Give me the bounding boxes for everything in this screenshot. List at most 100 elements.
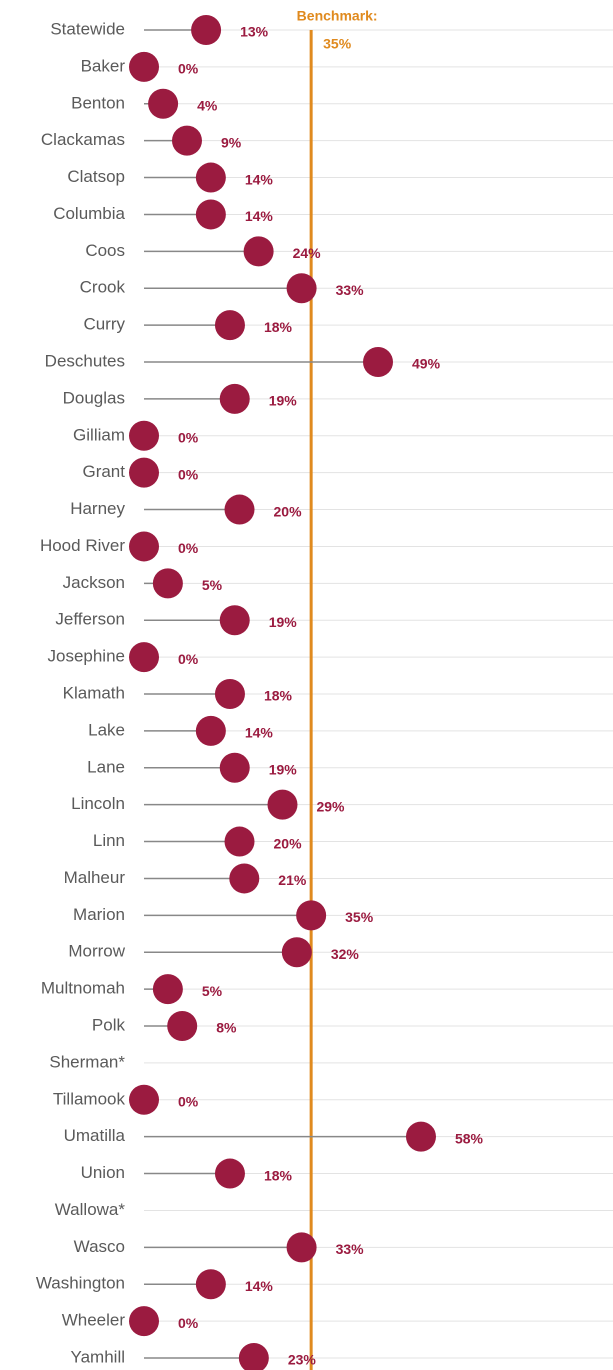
value-label: 0% <box>178 429 199 445</box>
dot <box>219 605 250 636</box>
category-label: Grant <box>82 462 125 481</box>
value-label: 33% <box>336 282 365 298</box>
value-label: 14% <box>245 725 274 741</box>
category-label: Clatsop <box>67 167 125 186</box>
category-label: Malheur <box>64 868 126 887</box>
category-label: Josephine <box>47 647 125 666</box>
value-label: 5% <box>202 983 223 999</box>
value-label: 0% <box>178 651 199 667</box>
category-label: Umatilla <box>64 1126 126 1145</box>
dot <box>243 236 274 267</box>
value-label: 58% <box>455 1130 484 1146</box>
value-label: 9% <box>221 134 242 150</box>
category-label: Lincoln <box>71 794 125 813</box>
dot <box>129 420 159 451</box>
category-label: Hood River <box>40 536 125 555</box>
value-label: 0% <box>178 1093 199 1109</box>
category-label: Morrow <box>68 942 125 961</box>
value-label: 14% <box>245 208 274 224</box>
category-label: Wallowa* <box>55 1200 126 1219</box>
dot <box>167 1011 198 1041</box>
dot <box>195 1269 226 1300</box>
category-label: Douglas <box>63 388 125 407</box>
category-label: Gilliam <box>73 425 125 444</box>
value-label: 14% <box>245 171 274 187</box>
dot <box>129 1084 159 1115</box>
value-label: 29% <box>316 798 345 814</box>
dot <box>219 752 250 783</box>
dot <box>129 51 159 82</box>
value-label: 14% <box>245 1278 274 1294</box>
category-label: Harney <box>70 499 125 518</box>
value-label: 0% <box>178 540 199 556</box>
category-label: Wheeler <box>62 1311 126 1330</box>
category-label: Multnomah <box>41 979 125 998</box>
category-label: Lake <box>88 720 125 739</box>
dot <box>214 1158 245 1189</box>
value-label: 8% <box>216 1020 237 1036</box>
value-label: 18% <box>264 688 293 704</box>
dot <box>286 273 317 304</box>
value-label: 49% <box>412 356 441 372</box>
category-label: Wasco <box>74 1237 125 1256</box>
dot <box>148 88 179 119</box>
category-label: Coos <box>85 241 125 260</box>
category-label: Statewide <box>50 19 125 38</box>
category-label: Marion <box>73 905 125 924</box>
dot <box>286 1232 317 1263</box>
dot <box>229 863 260 894</box>
value-label: 20% <box>274 835 303 851</box>
dot <box>363 347 393 377</box>
dot <box>214 310 245 341</box>
category-label: Jefferson <box>55 610 125 629</box>
category-label: Yamhill <box>71 1347 125 1366</box>
category-label: Union <box>81 1163 125 1182</box>
value-label: 4% <box>197 97 218 113</box>
dot <box>191 15 222 45</box>
category-label: Deschutes <box>45 351 125 370</box>
value-label: 19% <box>269 761 298 777</box>
category-label: Columbia <box>53 204 125 223</box>
dot <box>267 789 298 820</box>
category-label: Linn <box>93 831 125 850</box>
dot <box>171 125 202 156</box>
dot <box>195 715 226 746</box>
dot <box>224 494 255 525</box>
value-label: 35% <box>345 909 374 925</box>
category-label: Jackson <box>63 573 125 592</box>
dot <box>129 531 159 562</box>
value-label: 18% <box>264 1167 293 1183</box>
dot <box>129 642 159 673</box>
value-label: 13% <box>240 24 269 40</box>
value-label: 0% <box>178 61 199 77</box>
category-label: Baker <box>81 56 126 75</box>
category-label: Sherman* <box>49 1052 125 1071</box>
dot <box>195 162 226 193</box>
dot <box>129 1306 159 1337</box>
category-label: Curry <box>83 315 125 334</box>
dot <box>281 937 312 968</box>
value-label: 19% <box>269 393 298 409</box>
dot <box>224 826 255 857</box>
value-label: 5% <box>202 577 223 593</box>
value-label: 24% <box>293 245 322 261</box>
dot <box>152 974 183 1005</box>
dot <box>219 383 250 414</box>
benchmark-label: Benchmark: <box>297 8 378 24</box>
value-label: 0% <box>178 1315 199 1331</box>
value-label: 33% <box>336 1241 365 1257</box>
category-label: Polk <box>92 1015 126 1034</box>
value-label: 0% <box>178 466 199 482</box>
category-label: Klamath <box>63 683 125 702</box>
benchmark-value: 35% <box>323 36 352 52</box>
value-label: 20% <box>274 503 303 519</box>
dot <box>296 900 327 931</box>
dot <box>152 568 183 599</box>
category-label: Tillamook <box>53 1089 126 1108</box>
dot <box>195 199 226 230</box>
category-label: Clackamas <box>41 130 125 149</box>
category-label: Benton <box>71 93 125 112</box>
value-label: 32% <box>331 946 360 962</box>
value-label: 18% <box>264 319 293 335</box>
